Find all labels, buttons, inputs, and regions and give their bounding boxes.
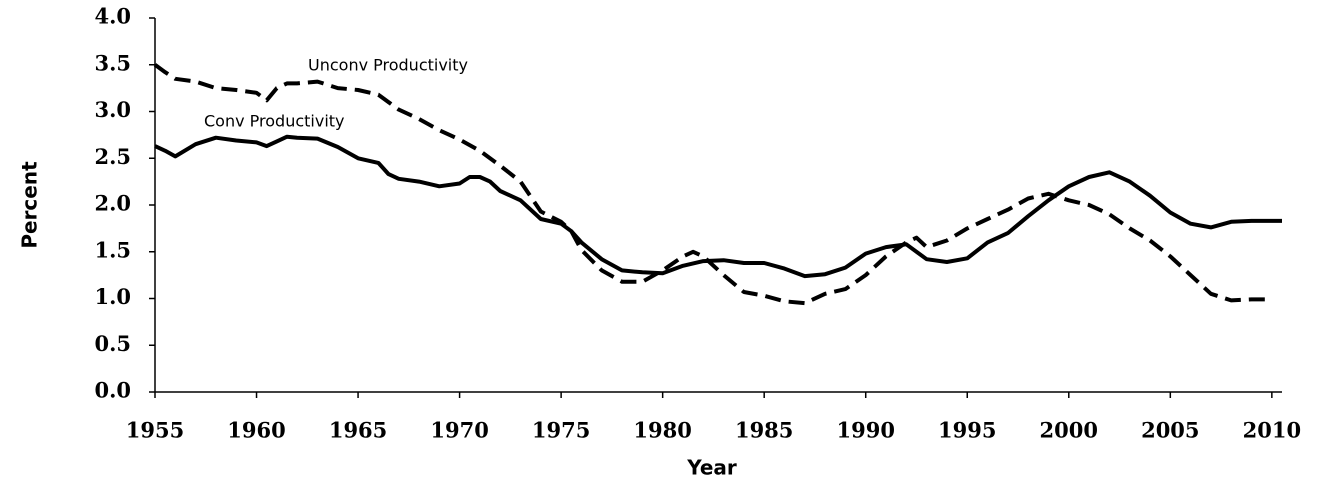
- y-tick-label: 4.0: [94, 4, 131, 29]
- x-tick-label: 1995: [938, 418, 996, 443]
- y-tick-label: 2.0: [94, 191, 131, 216]
- x-tick-label: 2010: [1243, 418, 1301, 443]
- x-tick-label: 1975: [532, 418, 590, 443]
- x-tick-label: 1970: [430, 418, 488, 443]
- x-tick-label: 1985: [735, 418, 793, 443]
- x-tick-label: 2005: [1141, 418, 1199, 443]
- x-tick-label: 1960: [227, 418, 285, 443]
- y-tick-label: 3.0: [94, 97, 131, 122]
- x-tick-label: 2000: [1040, 418, 1098, 443]
- y-tick-label: 1.0: [94, 284, 131, 309]
- x-axis-label: Year: [686, 456, 737, 480]
- series-line: [153, 63, 1272, 306]
- x-tick-label: 1980: [633, 418, 691, 443]
- y-tick-label: 3.5: [94, 50, 131, 75]
- series-line: [154, 134, 1282, 279]
- x-tick-label: 1965: [329, 418, 387, 443]
- y-tick-label: 2.5: [94, 144, 131, 169]
- y-tick-label: 1.5: [94, 237, 131, 262]
- series-label: Conv Productivity: [204, 112, 345, 131]
- x-tick-label: 1955: [126, 418, 184, 443]
- series-label: Unconv Productivity: [308, 56, 468, 75]
- x-tick-label: 1990: [836, 418, 894, 443]
- y-tick-label: 0.5: [94, 331, 131, 356]
- y-tick-label: 0.0: [94, 378, 131, 403]
- y-axis-label: Percent: [18, 161, 42, 249]
